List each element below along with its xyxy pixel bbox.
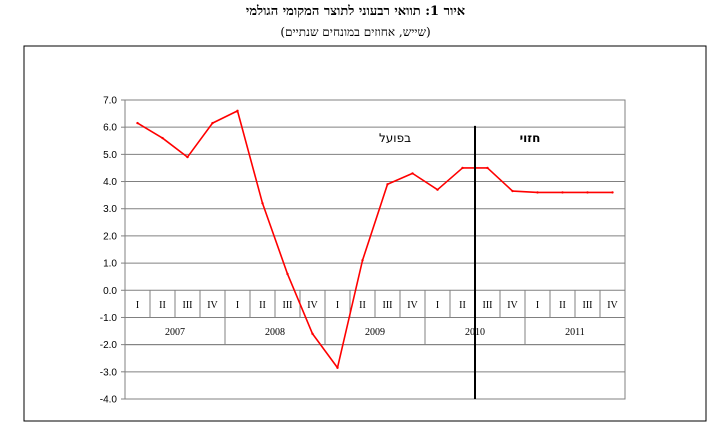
quarter-label: I — [436, 300, 439, 311]
data-point — [461, 166, 464, 170]
annotation-actual: בפועל — [379, 131, 411, 145]
plot-area — [124, 99, 626, 400]
quarter-label: IV — [607, 300, 618, 311]
quarter-label: I — [236, 300, 239, 311]
annotations: בפועל חזוי — [379, 125, 541, 399]
y-tick-label: 3.0 — [103, 204, 117, 215]
quarter-label: II — [359, 300, 366, 311]
data-point — [261, 202, 264, 205]
chart-title: איור 1: תוואי רבעוני לתוצר המקומי הגולמי — [245, 4, 466, 19]
data-point — [486, 166, 489, 170]
y-axis: 7.0 6.0 5.0 4.0 3.0 2.0 1.0 0.0 -1.0 -2.0 -3.0 -4.0 — [100, 96, 125, 406]
quarter-label: III — [383, 300, 393, 311]
year-label: 2009 — [365, 327, 385, 338]
year-label: 2008 — [265, 327, 285, 338]
data-point — [436, 188, 439, 191]
quarter-label: I — [336, 300, 339, 311]
series-group — [136, 109, 614, 369]
y-tick-label: -1.0 — [100, 313, 118, 324]
quarter-label: III — [583, 300, 593, 311]
data-point — [511, 189, 514, 193]
data-point — [211, 121, 214, 125]
year-label: 2007 — [165, 327, 185, 338]
data-point — [161, 136, 164, 140]
y-tick-label: 4.0 — [103, 177, 117, 188]
quarter-label: IV — [407, 300, 418, 311]
quarter-label: II — [259, 300, 266, 311]
data-point — [361, 259, 364, 262]
data-point — [336, 366, 339, 369]
year-label: 2011 — [565, 327, 585, 338]
data-point — [186, 155, 189, 159]
data-point — [611, 191, 614, 194]
quarter-label: II — [559, 300, 566, 311]
quarter-label: IV — [307, 300, 318, 311]
y-tick-label: 0.0 — [103, 286, 117, 297]
series-line — [137, 110, 613, 369]
quarter-label: III — [183, 300, 193, 311]
quarter-label: IV — [207, 300, 218, 311]
y-tick-label: 6.0 — [103, 123, 117, 134]
quarter-label: II — [459, 300, 466, 311]
data-point — [561, 191, 564, 194]
data-point — [536, 191, 539, 194]
data-point — [286, 272, 289, 276]
y-tick-label: 1.0 — [103, 259, 117, 270]
data-point — [236, 109, 239, 113]
quarter-label: III — [283, 300, 293, 311]
quarter-label: II — [159, 300, 166, 311]
y-tick-label: 2.0 — [103, 231, 117, 242]
y-tick-label: -2.0 — [100, 340, 118, 351]
chart-frame — [23, 45, 707, 422]
annotation-forecast: חזוי — [520, 131, 541, 145]
quarter-label: IV — [507, 300, 518, 311]
y-tick-label: 7.0 — [103, 96, 117, 107]
data-point — [136, 121, 139, 125]
y-tick-label: -3.0 — [100, 367, 118, 378]
quarter-label: I — [136, 300, 139, 311]
quarter-label: I — [536, 300, 539, 311]
y-tick-label: -4.0 — [100, 395, 118, 406]
chart-subtitle: (שייש, אחוזים במונחים שנתיים) — [280, 25, 431, 39]
data-point — [411, 172, 414, 175]
quarter-label: III — [483, 300, 493, 311]
data-point — [386, 183, 389, 186]
data-point — [586, 191, 589, 194]
y-tick-label: 5.0 — [103, 150, 117, 161]
x-axis: I II III IV I II III IV I II III IV I II III IV I II III IV… — [124, 290, 626, 346]
gridlines — [124, 99, 626, 400]
data-point — [311, 332, 314, 335]
